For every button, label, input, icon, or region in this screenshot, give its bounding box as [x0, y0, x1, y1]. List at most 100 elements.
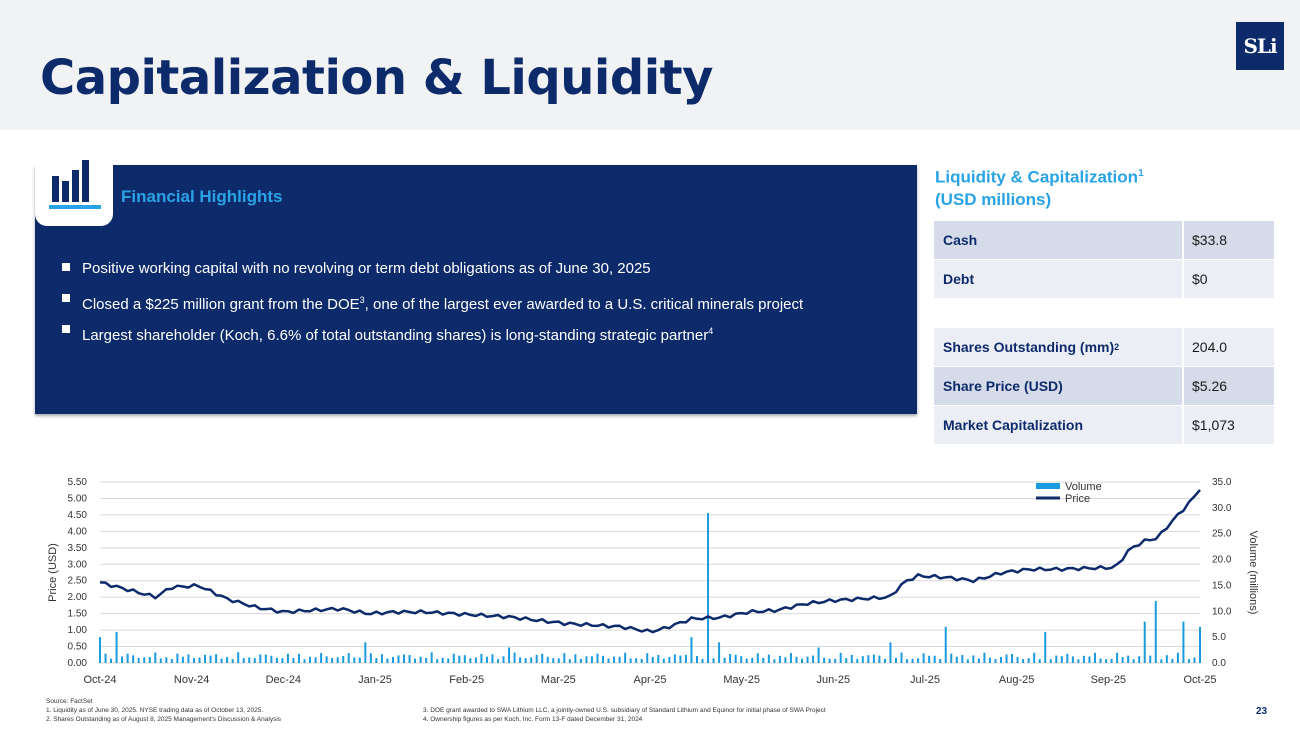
- footnote-3: 3. DOE grant awarded to SWA Lithium LLC,…: [423, 707, 826, 714]
- right-tick-label: 15.0: [1212, 580, 1232, 591]
- highlight-item: Closed a $225 million grant from the DOE…: [62, 289, 803, 320]
- volume-bar: [546, 656, 549, 663]
- volume-bar: [668, 656, 671, 663]
- volume-bar: [961, 655, 964, 663]
- x-tick-label: Jul-25: [910, 674, 940, 686]
- volume-bar: [126, 653, 129, 663]
- table-row: Cash $33.8: [934, 221, 1274, 260]
- x-tick-label: Oct-24: [83, 674, 116, 686]
- volume-bar: [331, 657, 334, 663]
- left-tick-label: 2.50: [68, 576, 88, 587]
- volume-bar: [900, 652, 903, 663]
- volume-bar: [436, 659, 439, 663]
- volume-bar: [867, 655, 870, 663]
- volume-bar: [1088, 656, 1091, 663]
- volume-bar: [275, 657, 278, 663]
- volume-bar: [132, 655, 135, 663]
- volume-bar: [165, 657, 168, 663]
- volume-bar: [264, 654, 267, 663]
- row-label: Debt: [934, 260, 1184, 298]
- volume-bar: [850, 654, 853, 663]
- volume-bar: [508, 647, 511, 663]
- volume-bar: [624, 652, 627, 663]
- volume-bar: [629, 658, 632, 663]
- volume-bar: [403, 654, 406, 663]
- volume-bar: [502, 656, 505, 663]
- volume-bar: [1171, 658, 1174, 663]
- volume-bar: [684, 654, 687, 663]
- volume-bar: [828, 658, 831, 663]
- volume-bar: [358, 657, 361, 663]
- volume-bar: [1165, 655, 1168, 663]
- volume-bar: [447, 658, 450, 663]
- volume-bar: [839, 652, 842, 663]
- volume-bar: [563, 653, 566, 663]
- volume-bar: [883, 659, 886, 663]
- volume-bar: [712, 658, 715, 663]
- volume-bar: [391, 656, 394, 663]
- volume-bar: [823, 657, 826, 663]
- volume-bar: [906, 659, 909, 663]
- volume-bar: [375, 658, 378, 663]
- table-row: Debt $0: [934, 260, 1274, 299]
- volume-bar: [607, 658, 610, 663]
- bar-chart-icon: [35, 148, 113, 226]
- right-tick-label: 0.0: [1212, 658, 1226, 669]
- left-tick-label: 3.50: [68, 543, 88, 554]
- volume-bar: [369, 653, 372, 663]
- volume-bar: [430, 652, 433, 663]
- volume-bar: [104, 653, 107, 663]
- x-tick-label: Aug-25: [999, 674, 1034, 686]
- volume-bar: [977, 658, 980, 663]
- row-label: Share Price (USD): [934, 367, 1184, 405]
- volume-bar: [154, 652, 157, 663]
- volume-bar: [1033, 652, 1036, 663]
- volume-bar: [226, 656, 229, 663]
- volume-bar: [1149, 655, 1152, 663]
- volume-bar: [541, 653, 544, 663]
- volume-bar: [983, 652, 986, 663]
- liquidity-title: Liquidity & Capitalization1 (USD million…: [935, 167, 1144, 209]
- volume-bar: [872, 654, 875, 663]
- volume-bar: [767, 654, 770, 663]
- page-title: Capitalization & Liquidity: [40, 50, 713, 106]
- price-volume-chart: 0.00 0.50 1.00 1.50 2.00 2.50 3.00 3.50 4.00 4.50…: [47, 477, 1259, 686]
- volume-bar: [635, 658, 638, 663]
- volume-bar: [380, 654, 383, 663]
- volume-bar: [845, 658, 848, 663]
- volume-bar: [834, 658, 837, 663]
- volume-bar: [1027, 658, 1030, 663]
- volume-bar: [248, 657, 251, 663]
- volume-bar: [176, 653, 179, 663]
- volume-bar: [441, 657, 444, 663]
- volume-bar: [723, 657, 726, 663]
- volume-bar: [740, 656, 743, 663]
- x-tick-label: Mar-25: [541, 674, 576, 686]
- x-tick-label: Jun-25: [817, 674, 851, 686]
- volume-bar: [1093, 652, 1096, 663]
- volume-bar: [524, 658, 527, 663]
- volume-bar: [695, 655, 698, 663]
- volume-bar: [242, 658, 245, 663]
- volume-bar: [425, 657, 428, 663]
- volume-bar: [801, 658, 804, 663]
- volume-bar: [187, 654, 190, 663]
- volume-bar: [1049, 659, 1052, 663]
- left-tick-label: 5.50: [68, 477, 88, 488]
- left-tick-label: 3.00: [68, 559, 88, 570]
- left-tick-label: 0.50: [68, 642, 88, 653]
- x-tick-label: Jan-25: [358, 674, 392, 686]
- row-value: 204.0: [1184, 328, 1274, 366]
- volume-bar: [198, 657, 201, 663]
- volume-bar: [1022, 659, 1025, 663]
- volume-bar: [972, 655, 975, 663]
- volume-bar: [1077, 659, 1080, 663]
- volume-bar: [928, 655, 931, 663]
- volume-bar: [297, 653, 300, 663]
- left-tick-label: 4.00: [68, 526, 88, 537]
- x-tick-label: Dec-24: [266, 674, 301, 686]
- right-tick-label: 25.0: [1212, 529, 1232, 540]
- volume-bar: [110, 658, 113, 663]
- footnote-1: 1. Liquidity as of June 30, 2025. NYSE t…: [46, 707, 264, 714]
- volume-bar: [751, 657, 754, 663]
